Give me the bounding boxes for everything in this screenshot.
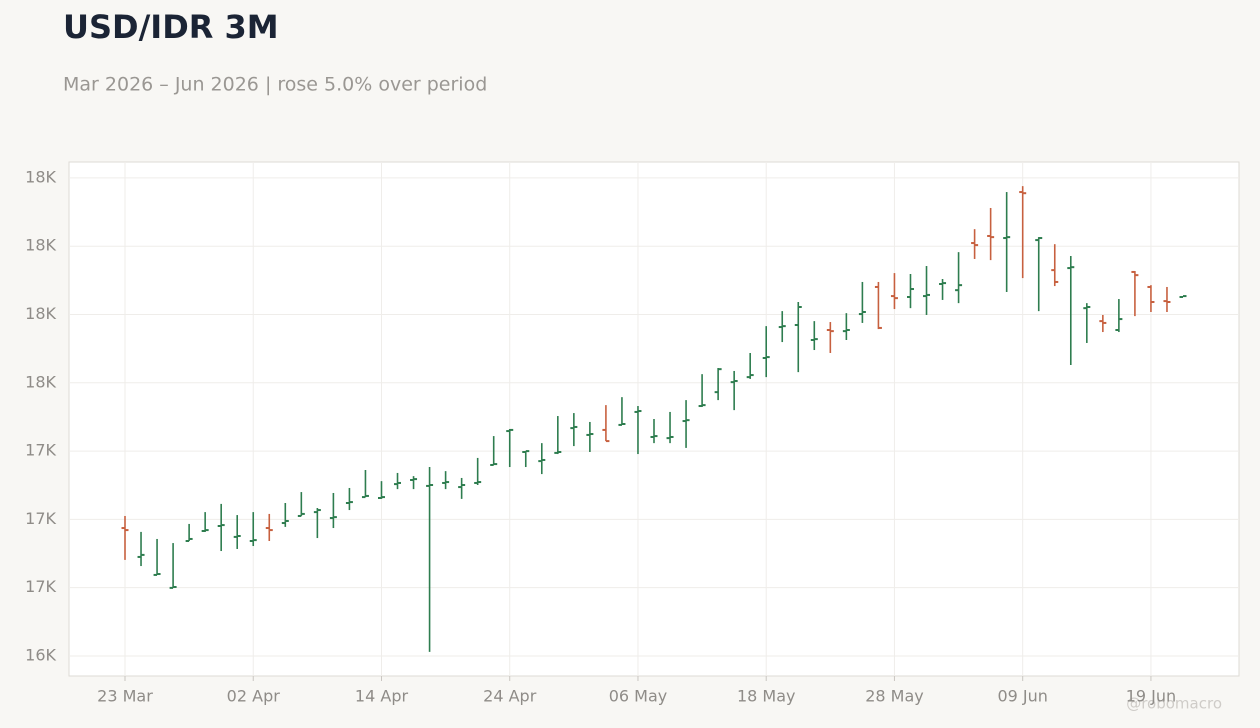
- y-tick-label: 18K: [25, 167, 56, 186]
- y-tick-label: 17K: [25, 441, 56, 460]
- watermark: @robomacro: [1126, 695, 1222, 713]
- y-tick-label: 18K: [25, 304, 56, 323]
- bars: [121, 186, 1187, 652]
- chart-subtitle: Mar 2026 – Jun 2026 | rose 5.0% over per…: [63, 74, 487, 96]
- y-tick-label: 16K: [25, 645, 56, 664]
- grid: [69, 162, 1239, 676]
- x-tick-label: 09 Jun: [997, 687, 1047, 706]
- x-tick-label: 23 Mar: [97, 687, 153, 706]
- x-tick-label: 28 May: [865, 687, 924, 706]
- chart-title: USD/IDR 3M: [63, 8, 279, 46]
- y-tick-label: 17K: [25, 577, 56, 596]
- y-tick-label: 17K: [25, 509, 56, 528]
- y-tick-label: 18K: [25, 372, 56, 391]
- x-tick-label: 14 Apr: [355, 687, 409, 706]
- x-tick-label: 19 Jun: [1126, 687, 1176, 706]
- x-tick-label: 18 May: [737, 687, 796, 706]
- x-tick-label: 24 Apr: [483, 687, 537, 706]
- y-tick-label: 18K: [25, 236, 56, 255]
- x-tick-label: 06 May: [609, 687, 668, 706]
- x-tick-label: 02 Apr: [227, 687, 281, 706]
